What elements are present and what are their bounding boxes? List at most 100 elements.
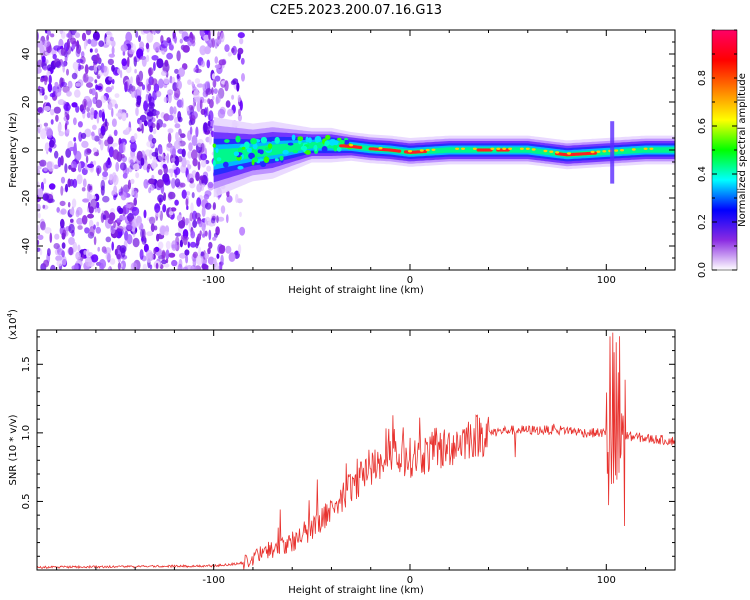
- noise-cell: [195, 255, 203, 266]
- noise-cell: [65, 128, 70, 134]
- noise-cell: [55, 114, 59, 122]
- noise-cell: [189, 241, 197, 248]
- noise-cell: [61, 232, 66, 240]
- spectrogram-image: [37, 30, 675, 270]
- noise-cell: [162, 61, 170, 73]
- noise-cell: [146, 140, 154, 148]
- noise-cell: [101, 111, 105, 122]
- noise-cell: [215, 96, 219, 105]
- noise-cell: [167, 128, 174, 134]
- noise-cell: [225, 100, 231, 108]
- noise-cell: [147, 102, 155, 109]
- noise-cell: [60, 208, 67, 215]
- noise-cell: [48, 183, 56, 190]
- ridge-blob: [343, 139, 350, 145]
- noise-cell: [202, 233, 206, 238]
- noise-cell: [136, 95, 142, 106]
- noise-cell: [186, 265, 193, 270]
- noise-cell: [78, 161, 82, 173]
- noise-cell: [92, 124, 97, 130]
- noise-cell: [95, 91, 98, 101]
- ridge-blob: [241, 146, 246, 150]
- noise-cell: [90, 107, 95, 116]
- ridge-core-yellow: [620, 149, 624, 152]
- ridge-core-yellow: [502, 147, 507, 150]
- noise-cell: [43, 167, 48, 172]
- noise-cell: [122, 206, 127, 217]
- noise-cell: [92, 147, 98, 153]
- noise-cell: [177, 263, 183, 270]
- noise-cell: [77, 79, 84, 87]
- noise-cell: [184, 217, 189, 226]
- noise-cell: [237, 47, 244, 55]
- noise-cell: [41, 55, 46, 63]
- noise-cell: [195, 171, 200, 182]
- noise-cell: [59, 200, 66, 207]
- ridge-core-yellow: [531, 148, 536, 151]
- noise-cell: [90, 38, 98, 47]
- ridge-blob: [274, 158, 279, 162]
- noise-cell: [81, 140, 89, 148]
- ridge-core-yellow: [649, 147, 654, 150]
- noise-cell: [76, 174, 83, 185]
- noise-cell: [105, 252, 112, 261]
- ridge-blob: [252, 142, 258, 150]
- noise-cell: [113, 185, 118, 197]
- noise-cell: [195, 68, 202, 74]
- noise-cell: [206, 165, 212, 172]
- noise-cell: [208, 110, 214, 122]
- ridge-core-yellow: [408, 150, 412, 153]
- noise-cell: [68, 164, 72, 170]
- noise-cell: [231, 47, 235, 54]
- noise-cell: [58, 131, 65, 137]
- spectrogram-panel: -100 0 100 -40 -20 0 20 40 Height of straight l…: [8, 29, 676, 296]
- noise-cell: [107, 58, 114, 66]
- ridge-core-yellow: [519, 147, 524, 150]
- noise-cell: [111, 64, 115, 72]
- ridge-core-yellow: [472, 147, 477, 150]
- noise-cell: [40, 77, 45, 83]
- noise-cell: [212, 79, 217, 88]
- noise-cell: [239, 37, 244, 45]
- noise-cell: [133, 56, 137, 67]
- noise-cell: [149, 125, 154, 133]
- noise-cell: [147, 83, 152, 92]
- noise-cell: [146, 32, 154, 43]
- noise-cell: [157, 169, 163, 176]
- ridge-core-yellow: [431, 148, 436, 151]
- noise-cell: [179, 252, 187, 259]
- noise-cell: [172, 106, 177, 115]
- noise-cell: [156, 233, 160, 242]
- snr-ticks: -100 0 100 0.5 1.0 1.5: [21, 330, 675, 586]
- noise-cell: [90, 254, 99, 263]
- noise-cell: [37, 212, 41, 219]
- noise-cell: [86, 190, 91, 201]
- noise-cell: [103, 249, 108, 255]
- noise-cell: [179, 239, 183, 248]
- noise-cell: [140, 157, 145, 166]
- noise-cell: [207, 181, 214, 189]
- noise-cell: [100, 179, 106, 191]
- noise-cell: [224, 80, 229, 92]
- ridge-blob: [243, 141, 250, 149]
- ridge-blob: [282, 149, 289, 155]
- noise-cell: [225, 245, 232, 254]
- noise-cell: [90, 198, 98, 210]
- noise-cell: [54, 81, 59, 87]
- noise-cell: [124, 80, 129, 90]
- noise-cell: [199, 45, 207, 56]
- noise-cell: [144, 109, 152, 115]
- noise-cell: [111, 241, 114, 251]
- noise-cell: [197, 161, 201, 171]
- noise-cell: [240, 57, 245, 65]
- noise-cell: [81, 108, 86, 114]
- noise-cell: [96, 85, 103, 90]
- noise-cell: [71, 102, 78, 108]
- noise-cell: [107, 96, 112, 104]
- noise-cell: [165, 240, 171, 250]
- noise-cell: [150, 223, 155, 232]
- noise-cell: [179, 38, 183, 44]
- noise-cell: [86, 82, 93, 88]
- noise-cell: [207, 125, 213, 132]
